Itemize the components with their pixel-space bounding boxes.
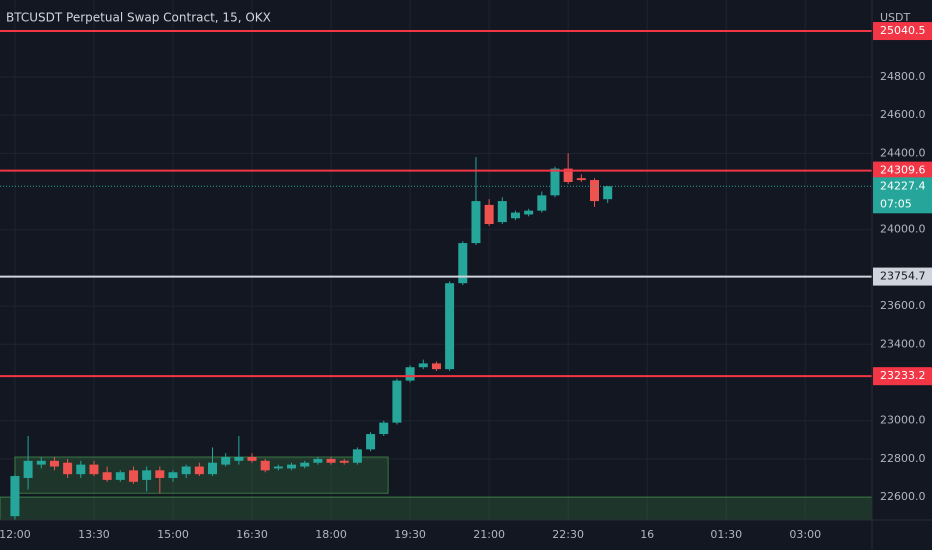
- candle-body: [168, 472, 178, 478]
- y-tick-label: 22600.0: [880, 490, 926, 503]
- candle-body: [524, 210, 534, 215]
- candle-body: [471, 201, 481, 244]
- candle-body: [603, 186, 613, 200]
- candle-body: [392, 380, 402, 423]
- price-label: 24227.4: [880, 179, 926, 192]
- candle-body: [287, 464, 297, 469]
- price-label-bg: [873, 161, 932, 180]
- candle-body: [273, 466, 283, 469]
- x-tick-label: 01:30: [710, 528, 742, 541]
- candle-body: [352, 449, 362, 463]
- x-tick-label: 19:30: [394, 528, 426, 541]
- y-tick-label: 22800.0: [880, 452, 926, 465]
- candle-body: [208, 462, 218, 475]
- chart-title: BTCUSDT Perpetual Swap Contract, 15, OKX: [6, 11, 271, 25]
- candle-body: [563, 168, 573, 182]
- candle-body: [155, 470, 165, 478]
- candle-body: [260, 460, 270, 471]
- candle-body: [221, 456, 231, 465]
- candle-body: [379, 422, 389, 435]
- candle-body: [497, 201, 507, 223]
- candle-body: [234, 456, 244, 461]
- candle-body: [89, 464, 99, 475]
- candle-body: [313, 458, 323, 463]
- price-label: 24309.6: [880, 164, 926, 177]
- zone: [0, 496, 873, 521]
- candle-body: [76, 464, 86, 475]
- x-tick-label: 21:00: [473, 528, 505, 541]
- price-label: 23233.2: [880, 369, 926, 382]
- candle-body: [49, 460, 59, 467]
- price-timer: 07:05: [880, 197, 912, 210]
- y-tick-label: 23600.0: [880, 299, 926, 312]
- x-tick-label: 16: [640, 528, 654, 541]
- candle-body: [326, 458, 336, 463]
- candle-body: [510, 212, 520, 219]
- x-tick-label: 16:30: [236, 528, 268, 541]
- candle-body: [10, 476, 20, 517]
- y-tick-label: 24400.0: [880, 146, 926, 159]
- candle-body: [115, 472, 125, 480]
- x-tick-label: 15:00: [157, 528, 189, 541]
- x-tick-label: 22:30: [552, 528, 584, 541]
- candle-body: [484, 204, 494, 225]
- x-tick-label: 13:30: [78, 528, 110, 541]
- candle-body: [576, 178, 586, 181]
- candle-body: [550, 168, 560, 196]
- candle-body: [194, 466, 204, 475]
- y-tick-label: 23400.0: [880, 337, 926, 350]
- price-label-bg: [873, 367, 932, 386]
- candle-body: [63, 462, 73, 475]
- price-label: 23754.7: [880, 270, 926, 283]
- candle-body: [405, 367, 415, 381]
- x-tick-label: 03:00: [789, 528, 821, 541]
- candle-body: [366, 434, 376, 450]
- plot-area: [0, 0, 873, 521]
- y-tick-label: 24600.0: [880, 108, 926, 121]
- candle-body: [128, 470, 138, 482]
- y-tick-label: 24800.0: [880, 70, 926, 83]
- candle-body: [102, 472, 112, 480]
- price-label-bg: [873, 267, 932, 286]
- candle-body: [181, 466, 191, 475]
- y-tick-label: 23000.0: [880, 414, 926, 427]
- x-tick-label: 18:00: [315, 528, 347, 541]
- candle-body: [142, 470, 152, 480]
- candle-body: [458, 243, 468, 284]
- price-label-bg: [873, 177, 932, 214]
- candle-body: [590, 180, 600, 202]
- candle-body: [537, 195, 547, 211]
- price-axis-unit: USDT: [880, 11, 911, 24]
- candle-body: [36, 460, 46, 465]
- candle-body: [431, 363, 441, 370]
- x-tick-label: 12:00: [0, 528, 31, 541]
- candle-body: [300, 462, 310, 467]
- price-label: 25040.5: [880, 24, 926, 37]
- y-tick-label: 24000.0: [880, 223, 926, 236]
- candle-body: [23, 460, 33, 478]
- candle-body: [418, 363, 428, 368]
- candle-body: [339, 460, 349, 463]
- price-label-bg: [873, 22, 932, 41]
- candle-body: [445, 283, 455, 370]
- candle-body: [247, 456, 257, 461]
